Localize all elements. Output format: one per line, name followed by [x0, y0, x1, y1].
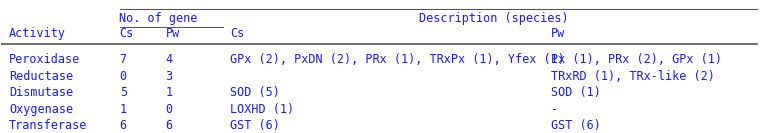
Text: Dismutase: Dismutase: [9, 86, 73, 99]
Text: Oxygenase: Oxygenase: [9, 103, 73, 116]
Text: 0: 0: [166, 103, 172, 116]
Text: GST (6): GST (6): [230, 119, 280, 132]
Text: LOXHD (1): LOXHD (1): [230, 103, 294, 116]
Text: 7: 7: [119, 53, 127, 66]
Text: 0: 0: [119, 70, 127, 83]
Text: Peroxidase: Peroxidase: [9, 53, 80, 66]
Text: SOD (5): SOD (5): [230, 86, 280, 99]
Text: Transferase: Transferase: [9, 119, 88, 132]
Text: 6: 6: [166, 119, 172, 132]
Text: Pw: Pw: [551, 27, 565, 40]
Text: 3: 3: [166, 70, 172, 83]
Text: -: -: [551, 103, 558, 116]
Text: SOD (1): SOD (1): [551, 86, 601, 99]
Text: TRxRD (1), TRx-like (2): TRxRD (1), TRx-like (2): [551, 70, 715, 83]
Text: Description (species): Description (species): [419, 12, 568, 25]
Text: Reductase: Reductase: [9, 70, 73, 83]
Text: GPx (2), PxDN (2), PRx (1), TRxPx (1), Yfex (1): GPx (2), PxDN (2), PRx (1), TRxPx (1), Y…: [230, 53, 565, 66]
Text: 4: 4: [166, 53, 172, 66]
Text: Cs: Cs: [230, 27, 245, 40]
Text: Activity: Activity: [9, 27, 66, 40]
Text: 1: 1: [119, 103, 127, 116]
Text: Cs: Cs: [119, 27, 134, 40]
Text: Px (1), PRx (2), GPx (1): Px (1), PRx (2), GPx (1): [551, 53, 722, 66]
Text: 6: 6: [119, 119, 127, 132]
Text: GST (6): GST (6): [551, 119, 601, 132]
Text: 1: 1: [166, 86, 172, 99]
Text: Pw: Pw: [166, 27, 179, 40]
Text: 5: 5: [119, 86, 127, 99]
Text: No. of gene: No. of gene: [119, 12, 197, 25]
